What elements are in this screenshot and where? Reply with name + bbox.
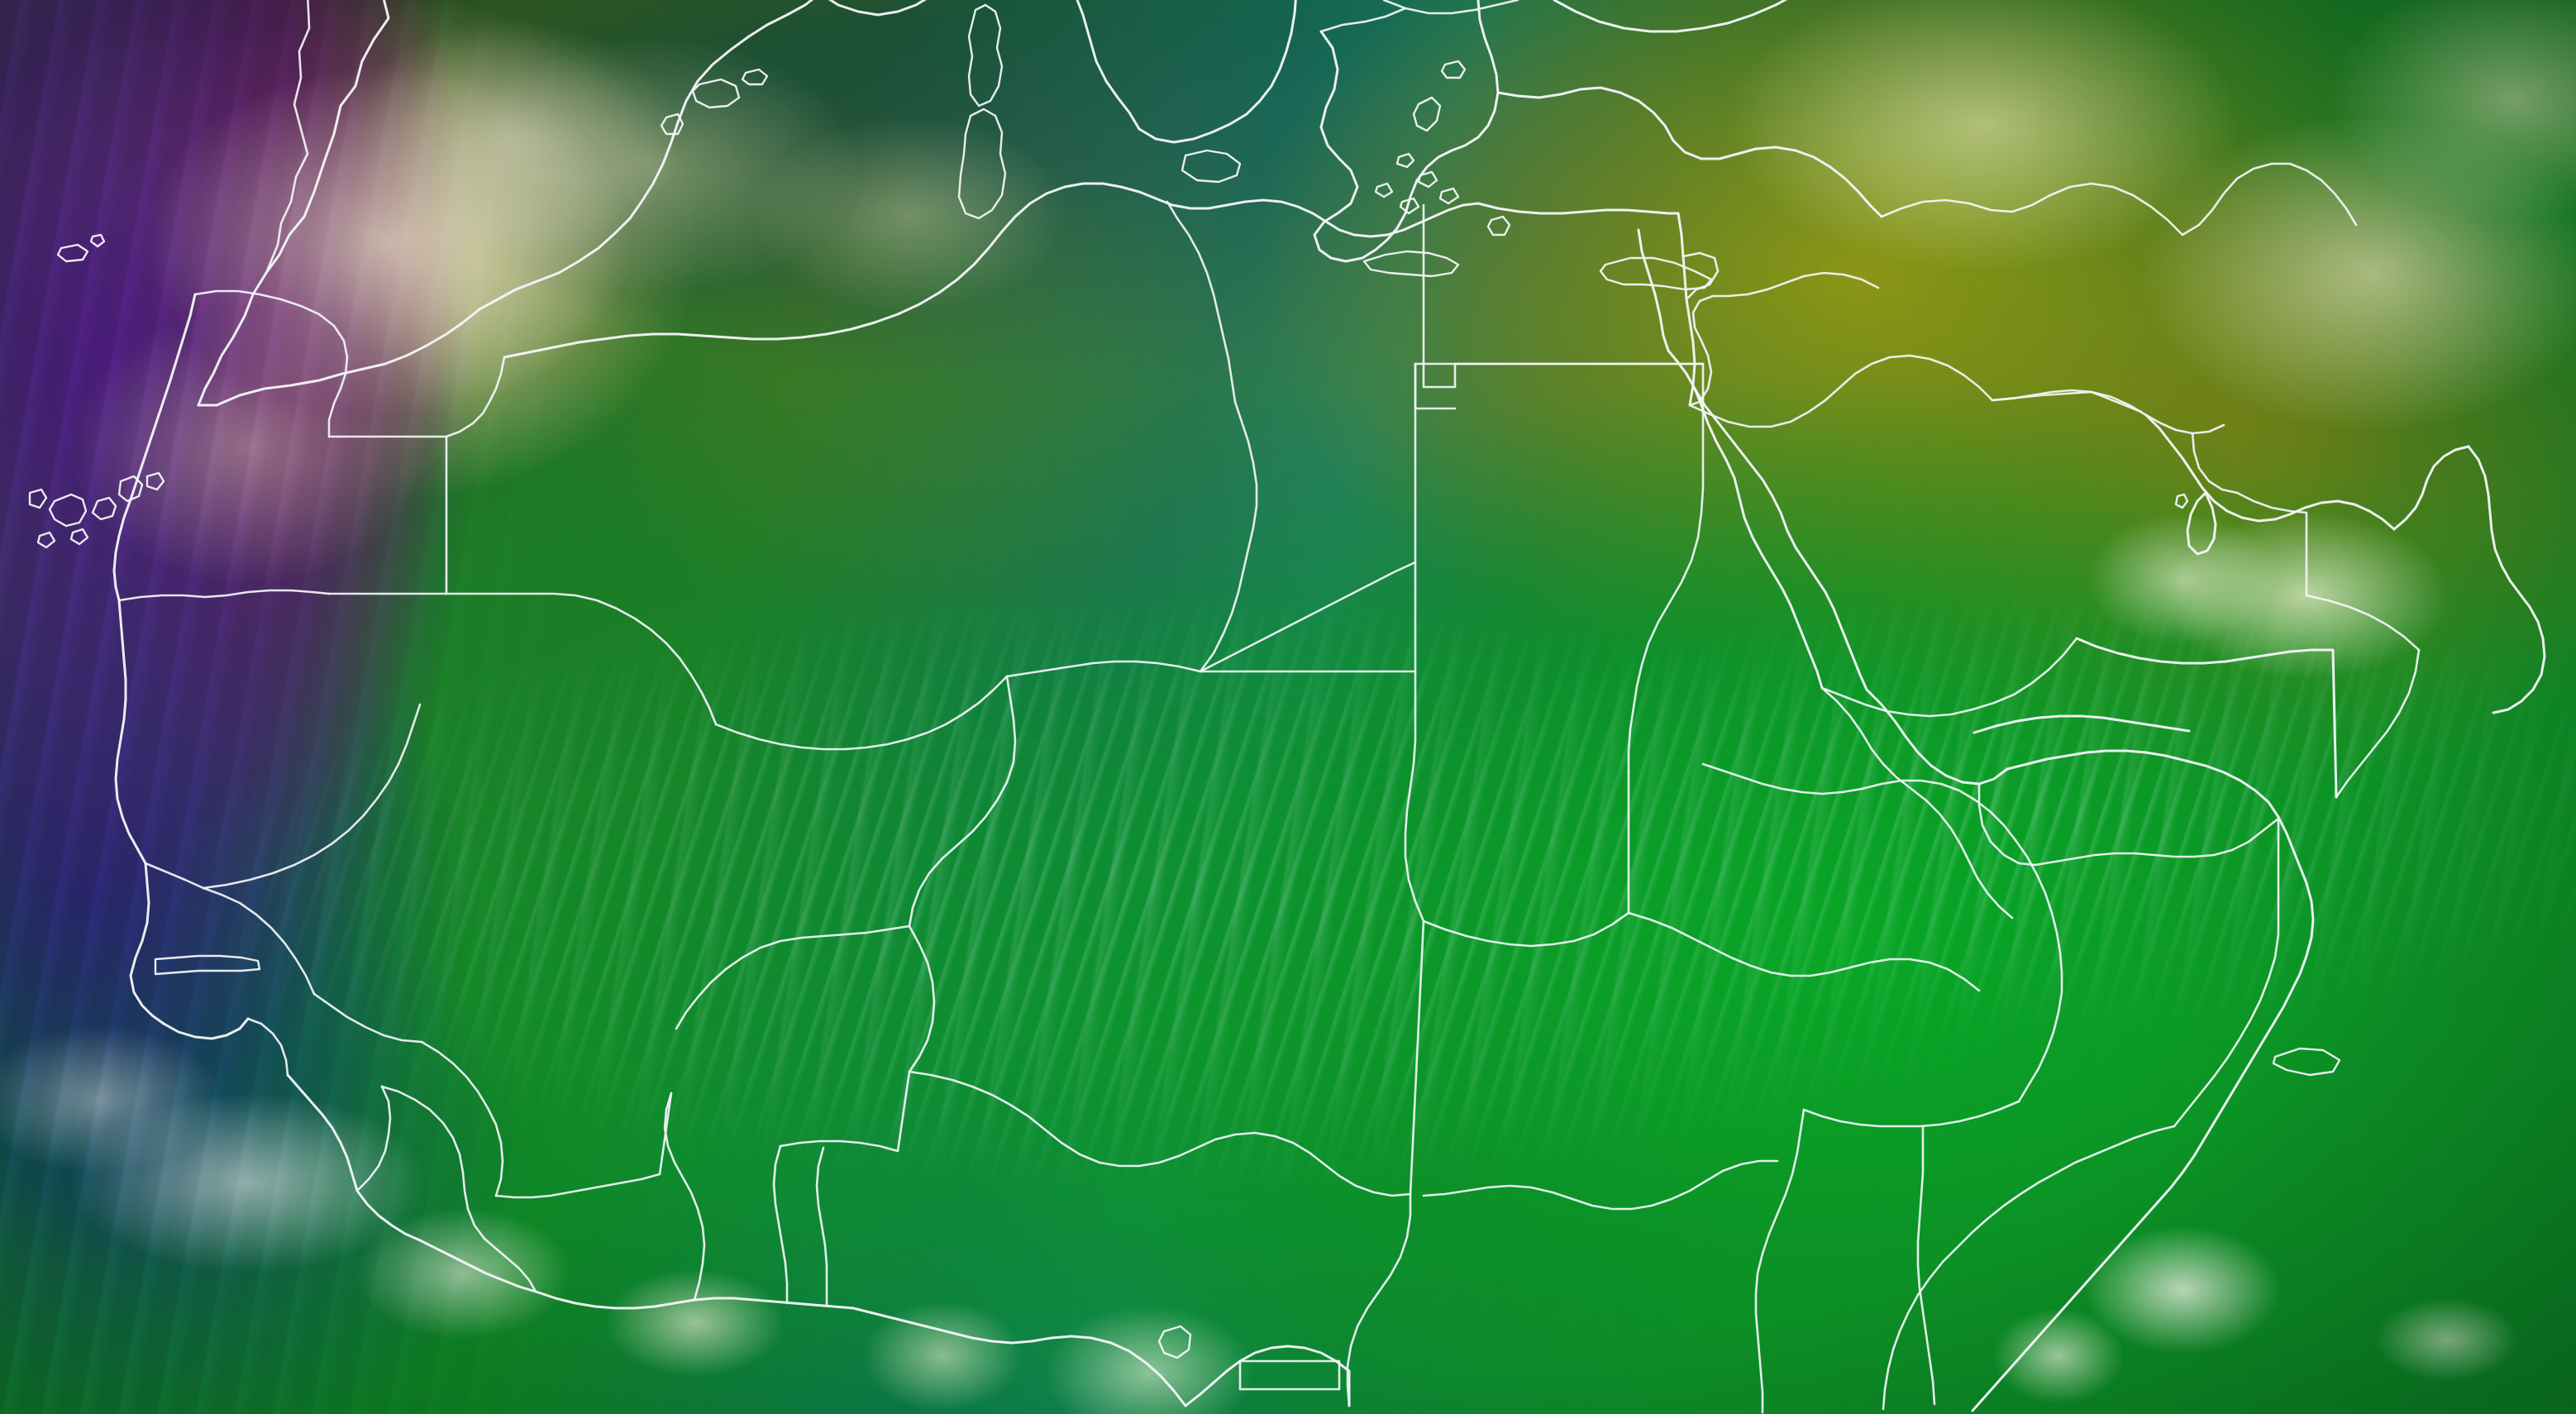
satellite-image-viewport <box>0 0 2576 1414</box>
sensor-noise-layer <box>0 0 2576 1414</box>
